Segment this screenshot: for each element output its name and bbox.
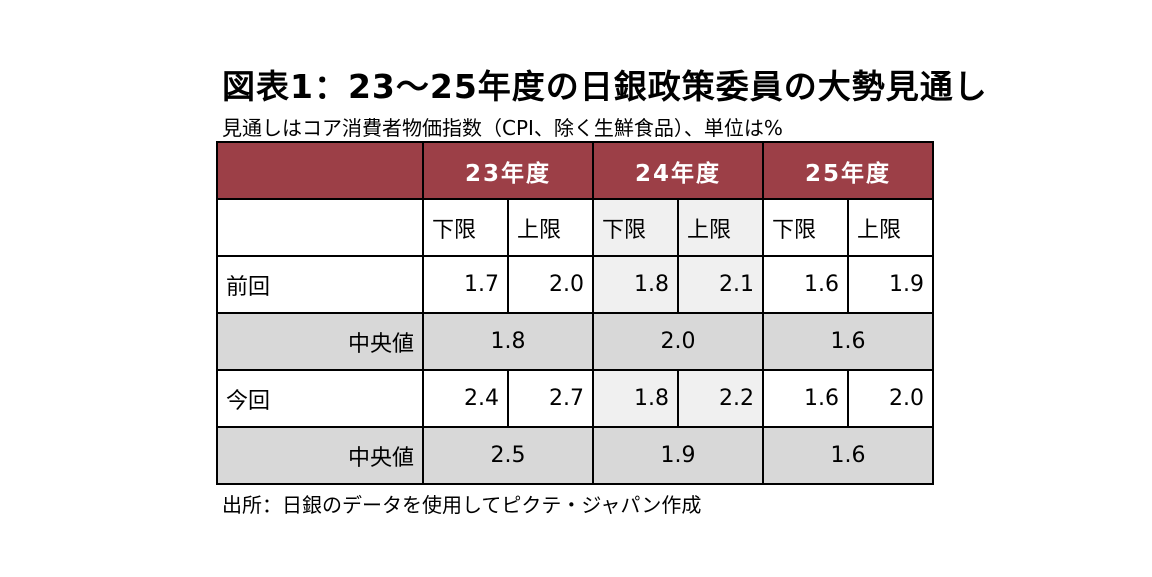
- current-median-row: 中央値 2.5 1.9 1.6: [216, 426, 935, 485]
- upper-limit-header: 上限: [677, 198, 765, 257]
- lower-limit-header: 下限: [422, 198, 509, 257]
- lower-limit-header: 下限: [592, 198, 680, 257]
- previous-fy24-median: 2.0: [592, 312, 765, 371]
- median-label-previous: 中央値: [216, 312, 424, 371]
- current-fy24-lower: 1.8: [592, 369, 680, 428]
- header-corner-cell: [216, 141, 424, 200]
- year-header-fy25: 25年度: [762, 141, 935, 200]
- current-fy23-median: 2.5: [421, 426, 595, 485]
- previous-fy23-lower: 1.7: [422, 255, 509, 314]
- previous-median-row: 中央値 1.8 2.0 1.6: [216, 312, 935, 371]
- row-label-previous: 前回: [216, 255, 424, 314]
- year-header-fy23: 23年度: [421, 141, 595, 200]
- figure-subtitle: 見通しはコア消費者物価指数（CPI、除く生鮮食品）、単位は%: [222, 116, 783, 140]
- current-fy23-lower: 2.4: [422, 369, 509, 428]
- current-fy25-lower: 1.6: [762, 369, 850, 428]
- source-note: 出所：日銀のデータを使用してピクテ・ジャパン作成: [222, 493, 702, 517]
- current-fy25-median: 1.6: [762, 426, 935, 485]
- current-fy24-upper: 2.2: [677, 369, 765, 428]
- current-forecast-row: 今回 2.4 2.7 1.8 2.2 1.6 2.0: [216, 369, 935, 428]
- previous-forecast-row: 前回 1.7 2.0 1.8 2.1 1.6 1.9: [216, 255, 935, 314]
- current-fy25-upper: 2.0: [847, 369, 935, 428]
- previous-fy25-median: 1.6: [762, 312, 935, 371]
- limit-header-corner-cell: [216, 198, 424, 257]
- row-label-current: 今回: [216, 369, 424, 428]
- previous-fy23-upper: 2.0: [506, 255, 595, 314]
- outlook-table: 23年度 24年度 25年度 下限 上限 下限 上限 下限 上限 前回 1.7 …: [216, 141, 935, 485]
- previous-fy25-lower: 1.6: [762, 255, 850, 314]
- lower-limit-header: 下限: [762, 198, 850, 257]
- limit-header-row: 下限 上限 下限 上限 下限 上限: [216, 198, 935, 257]
- upper-limit-header: 上限: [506, 198, 595, 257]
- previous-fy25-upper: 1.9: [847, 255, 935, 314]
- upper-limit-header: 上限: [847, 198, 935, 257]
- median-label-current: 中央値: [216, 426, 424, 485]
- figure-title: 図表1：23～25年度の日銀政策委員の大勢見通し: [222, 67, 988, 106]
- year-header-row: 23年度 24年度 25年度: [216, 141, 935, 200]
- year-header-fy24: 24年度: [592, 141, 765, 200]
- previous-fy24-lower: 1.8: [592, 255, 680, 314]
- previous-fy23-median: 1.8: [421, 312, 595, 371]
- previous-fy24-upper: 2.1: [677, 255, 765, 314]
- current-fy23-upper: 2.7: [506, 369, 595, 428]
- current-fy24-median: 1.9: [592, 426, 765, 485]
